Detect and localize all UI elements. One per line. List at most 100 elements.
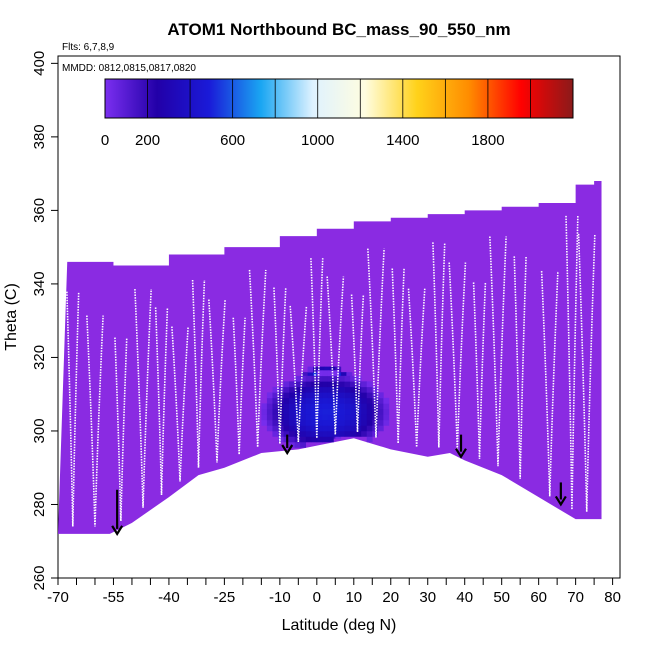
data-cell (327, 375, 334, 382)
data-cell (361, 403, 368, 410)
colorbar-tick-label: 200 (135, 132, 160, 149)
data-field (58, 180, 602, 534)
data-cell (272, 403, 279, 410)
data-cell (294, 381, 301, 388)
data-cell (266, 408, 273, 415)
data-cell (361, 386, 368, 393)
data-cell (289, 419, 295, 426)
data-cell (272, 408, 279, 415)
data-cell (383, 403, 390, 410)
flight-profile-trace (472, 282, 487, 459)
data-cell (283, 408, 290, 415)
flight-profile-trace (191, 279, 206, 468)
x-axis-label: Latitude (deg N) (282, 617, 397, 634)
data-cell (311, 403, 318, 410)
data-cell (344, 397, 351, 404)
data-cell (333, 425, 340, 432)
data-cell (339, 414, 345, 421)
flight-profile-trace (540, 271, 559, 497)
colorbar-tick-label: 1400 (386, 132, 419, 149)
data-cell (277, 392, 284, 399)
flight-profile-trace (326, 276, 345, 435)
data-cell (322, 386, 329, 393)
data-cell (316, 414, 323, 421)
flight-profile-trace (489, 236, 507, 467)
flight-profile-trace (407, 288, 426, 448)
data-cell (300, 419, 307, 426)
flight-profile-trace (171, 326, 189, 482)
chart-title: ATOM1 Northbound BC_mass_90_550_nm (167, 20, 510, 39)
data-cell (361, 430, 368, 437)
data-cell (277, 436, 284, 443)
data-cell (350, 392, 356, 399)
data-cell (300, 403, 307, 410)
data-cell (289, 386, 295, 393)
data-cell (372, 386, 379, 393)
data-cell (294, 375, 301, 382)
data-cell (355, 397, 362, 404)
data-cell (333, 430, 340, 437)
data-cell (311, 386, 318, 393)
data-cell (316, 370, 323, 377)
data-cell (339, 375, 345, 382)
data-cell (305, 419, 312, 426)
data-cell (327, 419, 334, 426)
data-cell (339, 381, 345, 388)
arrow-markers (111, 434, 567, 536)
data-cell (300, 375, 307, 382)
data-cell (322, 436, 329, 443)
data-cell (289, 392, 295, 399)
data-cell (305, 430, 312, 437)
data-cell (283, 425, 290, 432)
data-cell (272, 397, 279, 404)
flight-profile-trace (114, 337, 128, 522)
x-tick-label: 20 (382, 589, 399, 606)
data-cell (289, 408, 295, 415)
data-cell (311, 381, 318, 388)
data-cell (266, 392, 273, 399)
flight-profile-trace (565, 215, 579, 510)
data-cell (277, 430, 284, 437)
data-cell (311, 397, 318, 404)
data-cell (350, 403, 356, 410)
data-cell (339, 386, 345, 393)
data-cell (377, 392, 384, 399)
x-tick-label: 30 (419, 589, 436, 606)
data-cell (283, 419, 290, 426)
data-cell (327, 386, 334, 393)
flight-profile-trace (577, 233, 596, 512)
data-cell (277, 408, 284, 415)
data-cell (333, 386, 340, 393)
data-cell (261, 419, 268, 426)
data-cell (300, 425, 307, 432)
data-cell (294, 403, 301, 410)
data-cell (344, 419, 351, 426)
data-cell (327, 425, 334, 432)
colorbar (104, 78, 574, 119)
data-cell (277, 386, 284, 393)
data-cell (344, 414, 351, 421)
data-cell (361, 425, 368, 432)
data-cell (322, 419, 329, 426)
data-cell (383, 414, 390, 421)
data-cell (305, 375, 312, 382)
data-cell (327, 392, 334, 399)
data-cell (266, 414, 273, 421)
data-cell (261, 414, 268, 421)
data-cell (316, 392, 323, 399)
data-cell (272, 425, 279, 432)
data-cell (366, 403, 373, 410)
data-cell (333, 381, 340, 388)
data-cell (322, 403, 329, 410)
data-cell (327, 430, 334, 437)
data-cell (350, 397, 356, 404)
data-cell (350, 381, 356, 388)
flight-profile-trace (289, 305, 308, 443)
data-cell (344, 386, 351, 393)
data-cell (305, 386, 312, 393)
data-cell (366, 419, 373, 426)
flight-profile-trace (86, 315, 104, 527)
data-cell (283, 430, 290, 437)
flight-profile-trace (391, 268, 405, 444)
data-cell (383, 419, 390, 426)
